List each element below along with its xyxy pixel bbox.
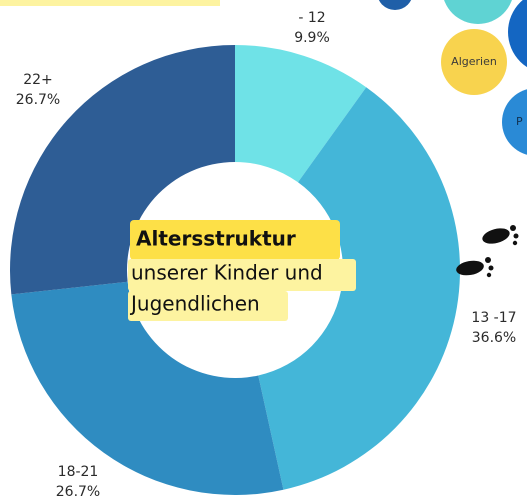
donut	[9, 45, 461, 495]
slice	[11, 281, 284, 495]
slice	[258, 87, 461, 490]
bubble-label: P	[516, 115, 523, 128]
category-label: 13 -17	[471, 310, 516, 326]
bubble	[444, 0, 512, 24]
top-strip	[0, 0, 220, 6]
value-label: 26.7%	[56, 484, 100, 500]
slice	[9, 45, 235, 295]
value-label: 9.9%	[294, 30, 330, 46]
bubble	[508, 0, 527, 68]
bubble	[502, 89, 527, 155]
highlight	[128, 291, 288, 321]
footprints	[456, 225, 519, 278]
value-label: 36.6%	[472, 330, 516, 346]
category-label: 22+	[23, 72, 53, 88]
category-label: - 12	[298, 10, 325, 26]
bubble	[441, 29, 507, 95]
slice	[235, 45, 367, 183]
center-subtitle: Jugendlichen	[129, 292, 260, 316]
center-subtitle: unserer Kinder und	[131, 261, 323, 285]
highlight	[128, 259, 356, 291]
highlight	[130, 220, 340, 260]
center-title: Altersstruktur	[136, 227, 296, 251]
bubble	[378, 0, 412, 10]
bubble-label: Algerien	[451, 55, 497, 68]
value-label: 26.7%	[16, 92, 60, 108]
category-label: 18-21	[58, 464, 99, 480]
